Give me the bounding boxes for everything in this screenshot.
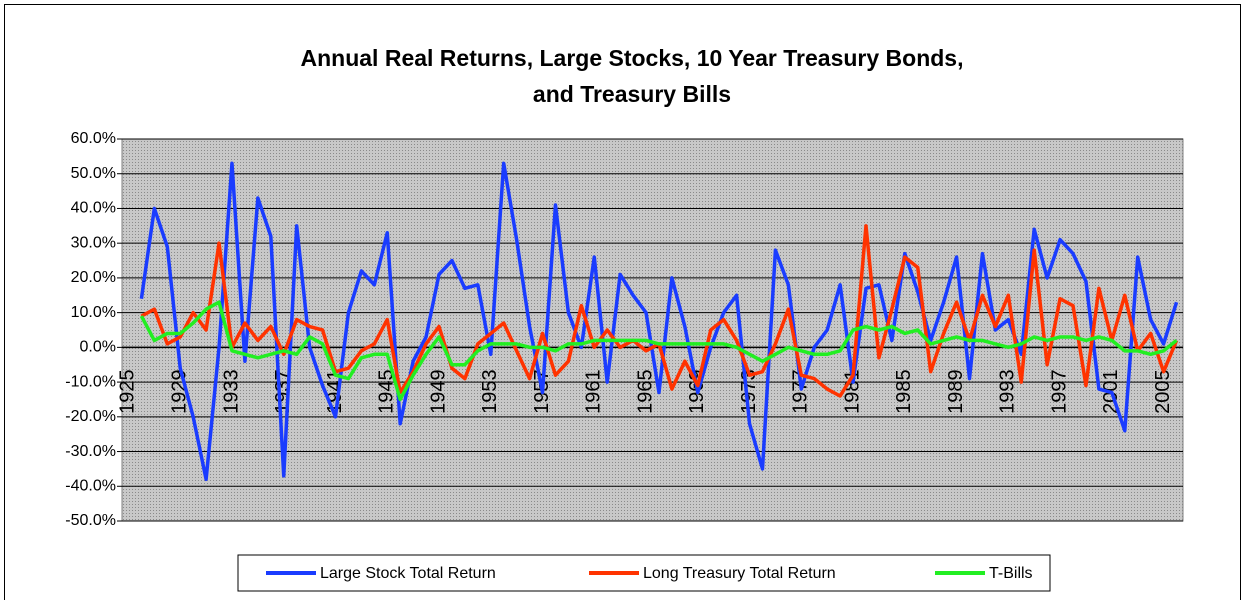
legend-label: Long Treasury Total Return <box>643 565 836 582</box>
x-tick-label: 1997 <box>1048 369 1070 414</box>
series-line <box>139 300 1178 402</box>
y-tick-label: -20.0% <box>65 408 116 425</box>
plot-area <box>121 138 1184 522</box>
x-tick-label: 1925 <box>117 369 139 414</box>
y-tick-label: -10.0% <box>65 373 116 390</box>
y-tick-label: 30.0% <box>71 234 116 251</box>
x-tick-label: 1953 <box>479 369 501 414</box>
legend-label: T-Bills <box>989 565 1033 582</box>
legend-label: Large Stock Total Return <box>320 565 496 582</box>
series-line <box>139 161 1179 482</box>
legend-entries: Large Stock Total Return Long Treasury To… <box>266 565 1033 582</box>
x-tick-label: 1945 <box>376 369 398 414</box>
chart-subtitle: and Treasury Bills <box>533 81 731 107</box>
y-tick-label: 0.0% <box>80 339 116 356</box>
x-tick-label: 1961 <box>583 369 605 414</box>
y-tick-label: 10.0% <box>71 304 116 321</box>
x-tick-label: 1985 <box>893 369 915 414</box>
y-tick-label: -30.0% <box>65 443 116 460</box>
x-tick-label: 1981 <box>841 369 863 414</box>
y-tick-label: 20.0% <box>71 269 116 286</box>
x-tick-label: 1973 <box>738 369 760 414</box>
x-tick-label: 1977 <box>790 369 812 414</box>
y-tick-label: 40.0% <box>71 200 116 217</box>
x-tick-label: 1989 <box>945 369 967 414</box>
y-tick-label: -40.0% <box>65 477 116 494</box>
x-tick-label: 1993 <box>997 369 1019 414</box>
chart-title: Annual Real Returns, Large Stocks, 10 Ye… <box>301 45 964 71</box>
x-tick-label: 2005 <box>1152 369 1174 414</box>
x-tick-label: 1937 <box>272 369 294 414</box>
x-tick-label: 1965 <box>634 369 656 414</box>
y-tick-label: -50.0% <box>65 512 116 529</box>
y-tick-label: 60.0% <box>71 130 116 147</box>
lines <box>139 161 1179 482</box>
legend <box>237 554 1051 592</box>
x-tick-label: 1949 <box>427 369 449 414</box>
y-tick-label: 50.0% <box>71 165 116 182</box>
x-tick-label: 1933 <box>220 369 242 414</box>
